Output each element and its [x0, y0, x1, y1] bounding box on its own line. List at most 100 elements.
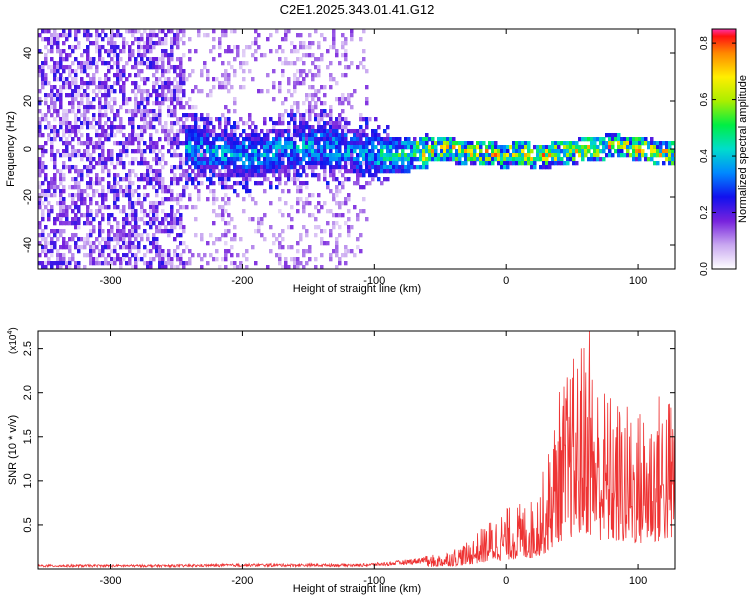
spectrogram-cell	[56, 89, 60, 94]
spectrogram-cell	[98, 193, 102, 198]
spectrogram-cell	[101, 129, 105, 134]
spectrogram-cell	[410, 157, 414, 162]
spectrogram-cell	[134, 85, 138, 90]
spectrogram-cell	[569, 153, 573, 158]
spectrogram-cell	[311, 129, 315, 134]
spectrogram-cell	[329, 209, 333, 214]
spectrogram-cell	[248, 141, 252, 146]
spectrogram-cell	[158, 109, 162, 114]
spectrogram-cell	[173, 213, 177, 218]
spectrogram-cell	[176, 101, 180, 106]
spectrogram-cell	[182, 157, 186, 162]
spectrogram-cell	[347, 161, 351, 166]
spectrogram-cell	[188, 125, 192, 130]
spectrogram-cell	[230, 185, 234, 190]
spectrogram-cell	[257, 165, 261, 170]
spectrogram-cell	[419, 153, 423, 158]
spectrogram-cell	[215, 249, 219, 254]
spectrogram-cell	[278, 181, 282, 186]
spectrogram-cell	[227, 173, 231, 178]
spectrogram-cell	[551, 141, 555, 146]
spectrogram-cell	[341, 97, 345, 102]
snr-multiplier: (x104)	[7, 327, 19, 354]
spectrogram-cell	[182, 265, 186, 269]
spectrogram-cell	[143, 253, 147, 258]
spectrogram-cell	[290, 217, 294, 222]
spectrogram-cell	[359, 233, 363, 238]
spectrogram-cell	[293, 49, 297, 54]
spectrogram-cell	[308, 109, 312, 114]
spectrogram-cell	[131, 137, 135, 142]
spectrogram-cell	[128, 45, 132, 50]
spectrogram-cell	[185, 173, 189, 178]
spectrogram-cell	[227, 137, 231, 142]
spectrogram-cell	[80, 77, 84, 82]
spectrogram-cell	[350, 225, 354, 230]
spectrogram-cell	[95, 69, 99, 74]
spectrogram-cell	[107, 49, 111, 54]
spectrogram-cell	[251, 141, 255, 146]
spectrogram-cell	[257, 149, 261, 154]
spectrogram-cell	[113, 33, 117, 38]
spectrogram-cell	[311, 125, 315, 130]
spectrogram-cell	[470, 141, 474, 146]
y-tick-label: 0	[22, 146, 34, 152]
spectrogram-cell	[155, 69, 159, 74]
spectrogram-cell	[185, 101, 189, 106]
spectrogram-cell	[128, 189, 132, 194]
spectrogram-cell	[56, 33, 60, 38]
spectrogram-cell	[65, 81, 69, 86]
spectrogram-cell	[101, 157, 105, 162]
spectrogram-cell	[41, 113, 45, 118]
spectrogram-cell	[347, 65, 351, 70]
spectrogram-cell	[146, 57, 150, 62]
spectrogram-cell	[101, 105, 105, 110]
spectrogram-cell	[644, 153, 648, 158]
spectrogram-cell	[77, 169, 81, 174]
spectrogram-cell	[149, 217, 153, 222]
spectrogram-cell	[158, 257, 162, 262]
spectrogram-cell	[71, 253, 75, 258]
spectrogram-cell	[143, 121, 147, 126]
spectrogram-cell	[71, 197, 75, 202]
spectrogram-cell	[146, 237, 150, 242]
spectrogram-cell	[179, 141, 183, 146]
spectrogram-cell	[212, 173, 216, 178]
spectrogram-cell	[335, 253, 339, 258]
spectrogram-cell	[86, 49, 90, 54]
spectrogram-cell	[278, 45, 282, 50]
spectrogram-cell	[320, 241, 324, 246]
spectrogram-cell	[539, 153, 543, 158]
spectrogram-cell	[272, 121, 276, 126]
spectrogram-cell	[209, 149, 213, 154]
spectrogram-cell	[254, 165, 258, 170]
spectrogram-cell	[152, 61, 156, 66]
spectrogram-cell	[332, 29, 336, 34]
spectrogram-cell	[608, 133, 612, 138]
spectrogram-cell	[71, 101, 75, 106]
spectrogram-cell	[173, 265, 177, 269]
spectrogram-cell	[80, 237, 84, 242]
spectrogram-cell	[398, 141, 402, 146]
spectrogram-cell	[332, 145, 336, 150]
spectrogram-cell	[251, 133, 255, 138]
figure-title: C2E1.2025.343.01.41.G12	[280, 2, 435, 17]
spectrogram-cell	[158, 57, 162, 62]
spectrogram-cell	[113, 181, 117, 186]
spectrogram-cell	[155, 41, 159, 46]
spectrogram-cell	[236, 181, 240, 186]
spectrogram-cell	[176, 121, 180, 126]
spectrogram-cell	[164, 213, 168, 218]
spectrogram-cell	[119, 33, 123, 38]
spectrogram-cell	[113, 61, 117, 66]
spectrogram-cell	[158, 169, 162, 174]
spectrogram-cell	[326, 157, 330, 162]
spectrogram-cell	[647, 141, 651, 146]
spectrogram-cell	[116, 29, 120, 34]
spectrogram-cell	[233, 165, 237, 170]
spectrogram-cell	[176, 37, 180, 42]
spectrogram-cell	[440, 141, 444, 146]
spectrogram-cell	[272, 145, 276, 150]
spectrogram-cell	[62, 201, 66, 206]
spectrogram-cell	[62, 213, 66, 218]
